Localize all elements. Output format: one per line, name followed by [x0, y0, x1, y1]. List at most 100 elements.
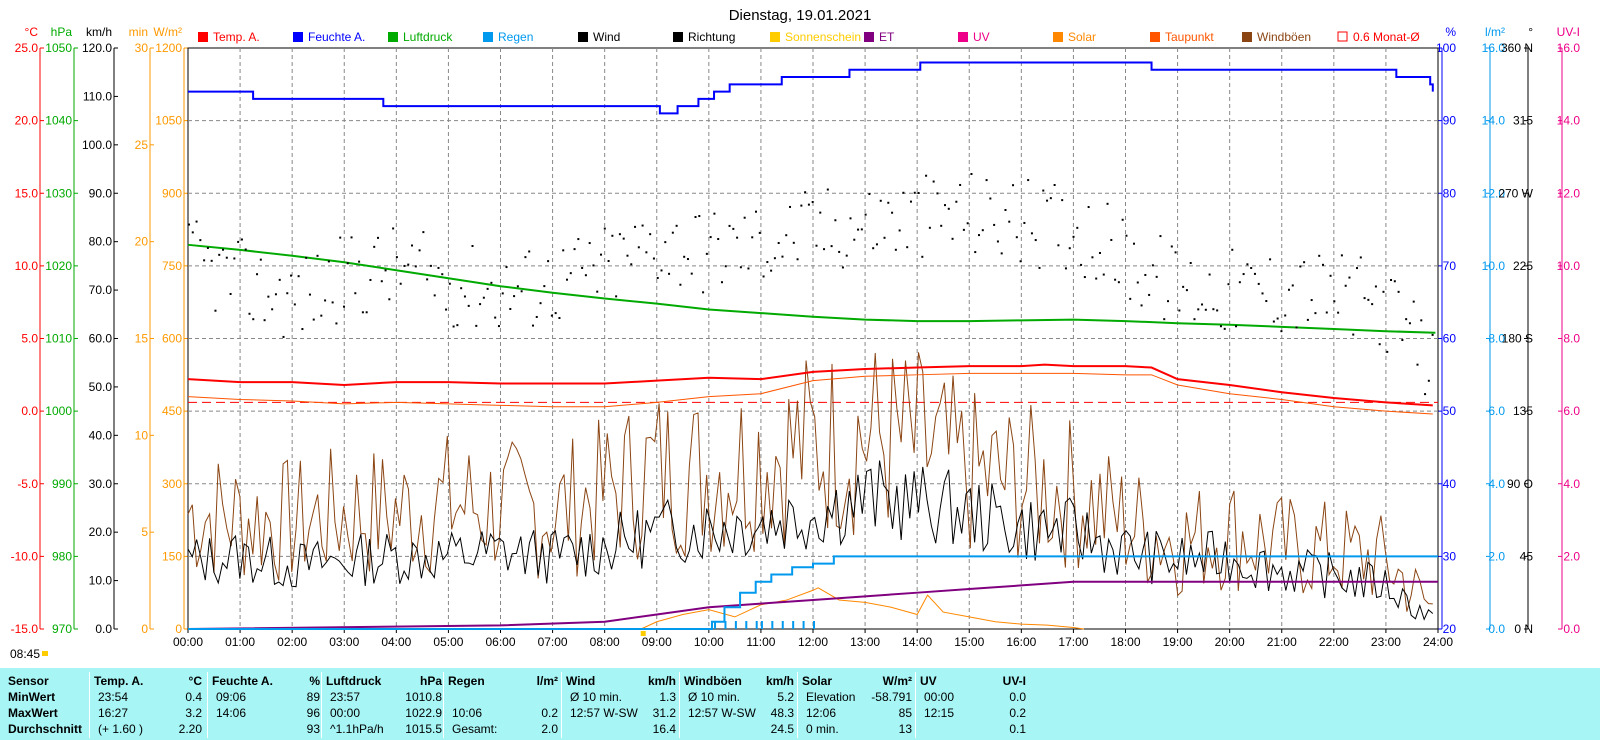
direction-dot — [789, 205, 792, 208]
direction-dot — [456, 324, 459, 327]
legend-label: UV — [973, 30, 990, 44]
table-row-label: MinWert — [8, 690, 56, 704]
direction-dot — [1030, 232, 1033, 235]
table-group-unit: km/h — [765, 674, 794, 688]
direction-dot — [1140, 304, 1143, 307]
direction-dot — [932, 180, 935, 183]
table-cell-label: ^1.1hPa/h — [330, 722, 384, 736]
direction-dot — [1344, 284, 1347, 287]
direction-dot — [1151, 264, 1154, 267]
direction-dot — [312, 318, 315, 321]
x-tick-label: 02:00 — [277, 635, 307, 649]
x-tick-label: 06:00 — [485, 635, 515, 649]
left-tick-label: 1030 — [45, 186, 72, 200]
direction-dot — [1310, 299, 1313, 302]
table-cell-label: 00:00 — [924, 690, 955, 704]
direction-dot — [554, 312, 557, 315]
direction-dot — [826, 188, 829, 191]
direction-dot — [1393, 280, 1396, 283]
direction-dot — [913, 191, 916, 194]
direction-dot — [403, 264, 406, 267]
direction-dot — [694, 216, 697, 219]
left-tick-label: 450 — [162, 404, 182, 418]
table-cell-label: 09:06 — [216, 690, 247, 704]
legend-swatch — [293, 32, 303, 42]
x-tick-label: 05:00 — [433, 635, 463, 649]
table-cell-label: (+ 1.60 ) — [98, 722, 144, 736]
left-tick-label: -10.0 — [11, 549, 39, 563]
right-tick-label: 90 O — [1507, 477, 1533, 491]
direction-dot — [581, 266, 584, 269]
table-row-label: Durchschnitt — [8, 722, 83, 736]
direction-dot — [1390, 278, 1393, 281]
direction-dot — [203, 259, 206, 262]
direction-dot — [267, 295, 270, 298]
table-cell-value: 2.20 — [178, 722, 202, 736]
direction-dot — [524, 256, 527, 259]
direction-dot — [282, 335, 285, 338]
table-group-unit: W/m² — [882, 674, 912, 688]
x-tick-label: 04:00 — [381, 635, 411, 649]
direction-dot — [996, 240, 999, 243]
direction-dot — [475, 324, 478, 327]
table-cell-label: 12:57 W-SW — [570, 706, 638, 720]
direction-dot — [928, 226, 931, 229]
direction-dot — [543, 285, 546, 288]
direction-dot — [845, 254, 848, 257]
left-tick-label: 750 — [162, 259, 182, 273]
direction-dot — [1027, 179, 1030, 182]
direction-dot — [531, 324, 534, 327]
direction-dot — [872, 247, 875, 250]
direction-dot — [452, 325, 455, 328]
direction-dot — [668, 272, 671, 275]
direction-dot — [463, 295, 466, 298]
rain-bar — [755, 621, 758, 629]
table-group-unit: °C — [188, 674, 202, 688]
rain-bar — [813, 621, 815, 629]
left-tick-label: 100.0 — [82, 138, 112, 152]
direction-dot — [773, 257, 776, 260]
table-cell-value: 85 — [898, 706, 912, 720]
direction-dot — [1163, 318, 1166, 321]
direction-dot — [479, 303, 482, 306]
legend-swatch — [958, 32, 968, 42]
direction-dot — [1197, 308, 1200, 311]
table-cell-value: 0.1 — [1009, 722, 1026, 736]
direction-dot — [864, 213, 867, 216]
legend-swatch — [1337, 31, 1348, 42]
direction-dot — [1087, 206, 1090, 209]
direction-dot — [698, 215, 701, 218]
table-separator — [321, 672, 322, 738]
direction-dot — [917, 192, 920, 195]
table-cell-value: 93 — [306, 722, 320, 736]
temp-line — [187, 363, 1433, 407]
direction-dot — [1042, 189, 1045, 192]
direction-dot — [214, 309, 217, 312]
direction-dot — [1098, 251, 1101, 254]
right-tick-label: 0 N — [1514, 622, 1533, 636]
direction-dot — [959, 183, 962, 186]
left-tick-label: 0.0 — [95, 622, 112, 636]
direction-dot — [1068, 247, 1071, 250]
right-tick-label: 40 — [1443, 477, 1457, 491]
direction-dot — [1080, 263, 1083, 266]
right-tick-label: 8.0 — [1563, 332, 1580, 346]
direction-dot — [675, 224, 678, 227]
legend-label: Taupunkt — [1165, 30, 1214, 44]
right-tick-label: 2.0 — [1563, 549, 1580, 563]
direction-dot — [906, 246, 909, 249]
direction-dot — [490, 281, 493, 284]
direction-dot — [732, 227, 735, 230]
direction-dot — [240, 238, 243, 241]
direction-dot — [1420, 319, 1423, 322]
right-tick-label: 20 — [1443, 622, 1457, 636]
direction-dot — [849, 217, 852, 220]
direction-dot — [501, 292, 504, 295]
left-tick-label: 10 — [135, 428, 149, 442]
left-tick-label: 60.0 — [89, 332, 113, 346]
direction-dot — [1378, 343, 1381, 346]
left-tick-label: 1010 — [45, 332, 72, 346]
direction-dot — [577, 238, 580, 241]
direction-dot — [418, 249, 421, 252]
left-tick-label: 600 — [162, 332, 182, 346]
